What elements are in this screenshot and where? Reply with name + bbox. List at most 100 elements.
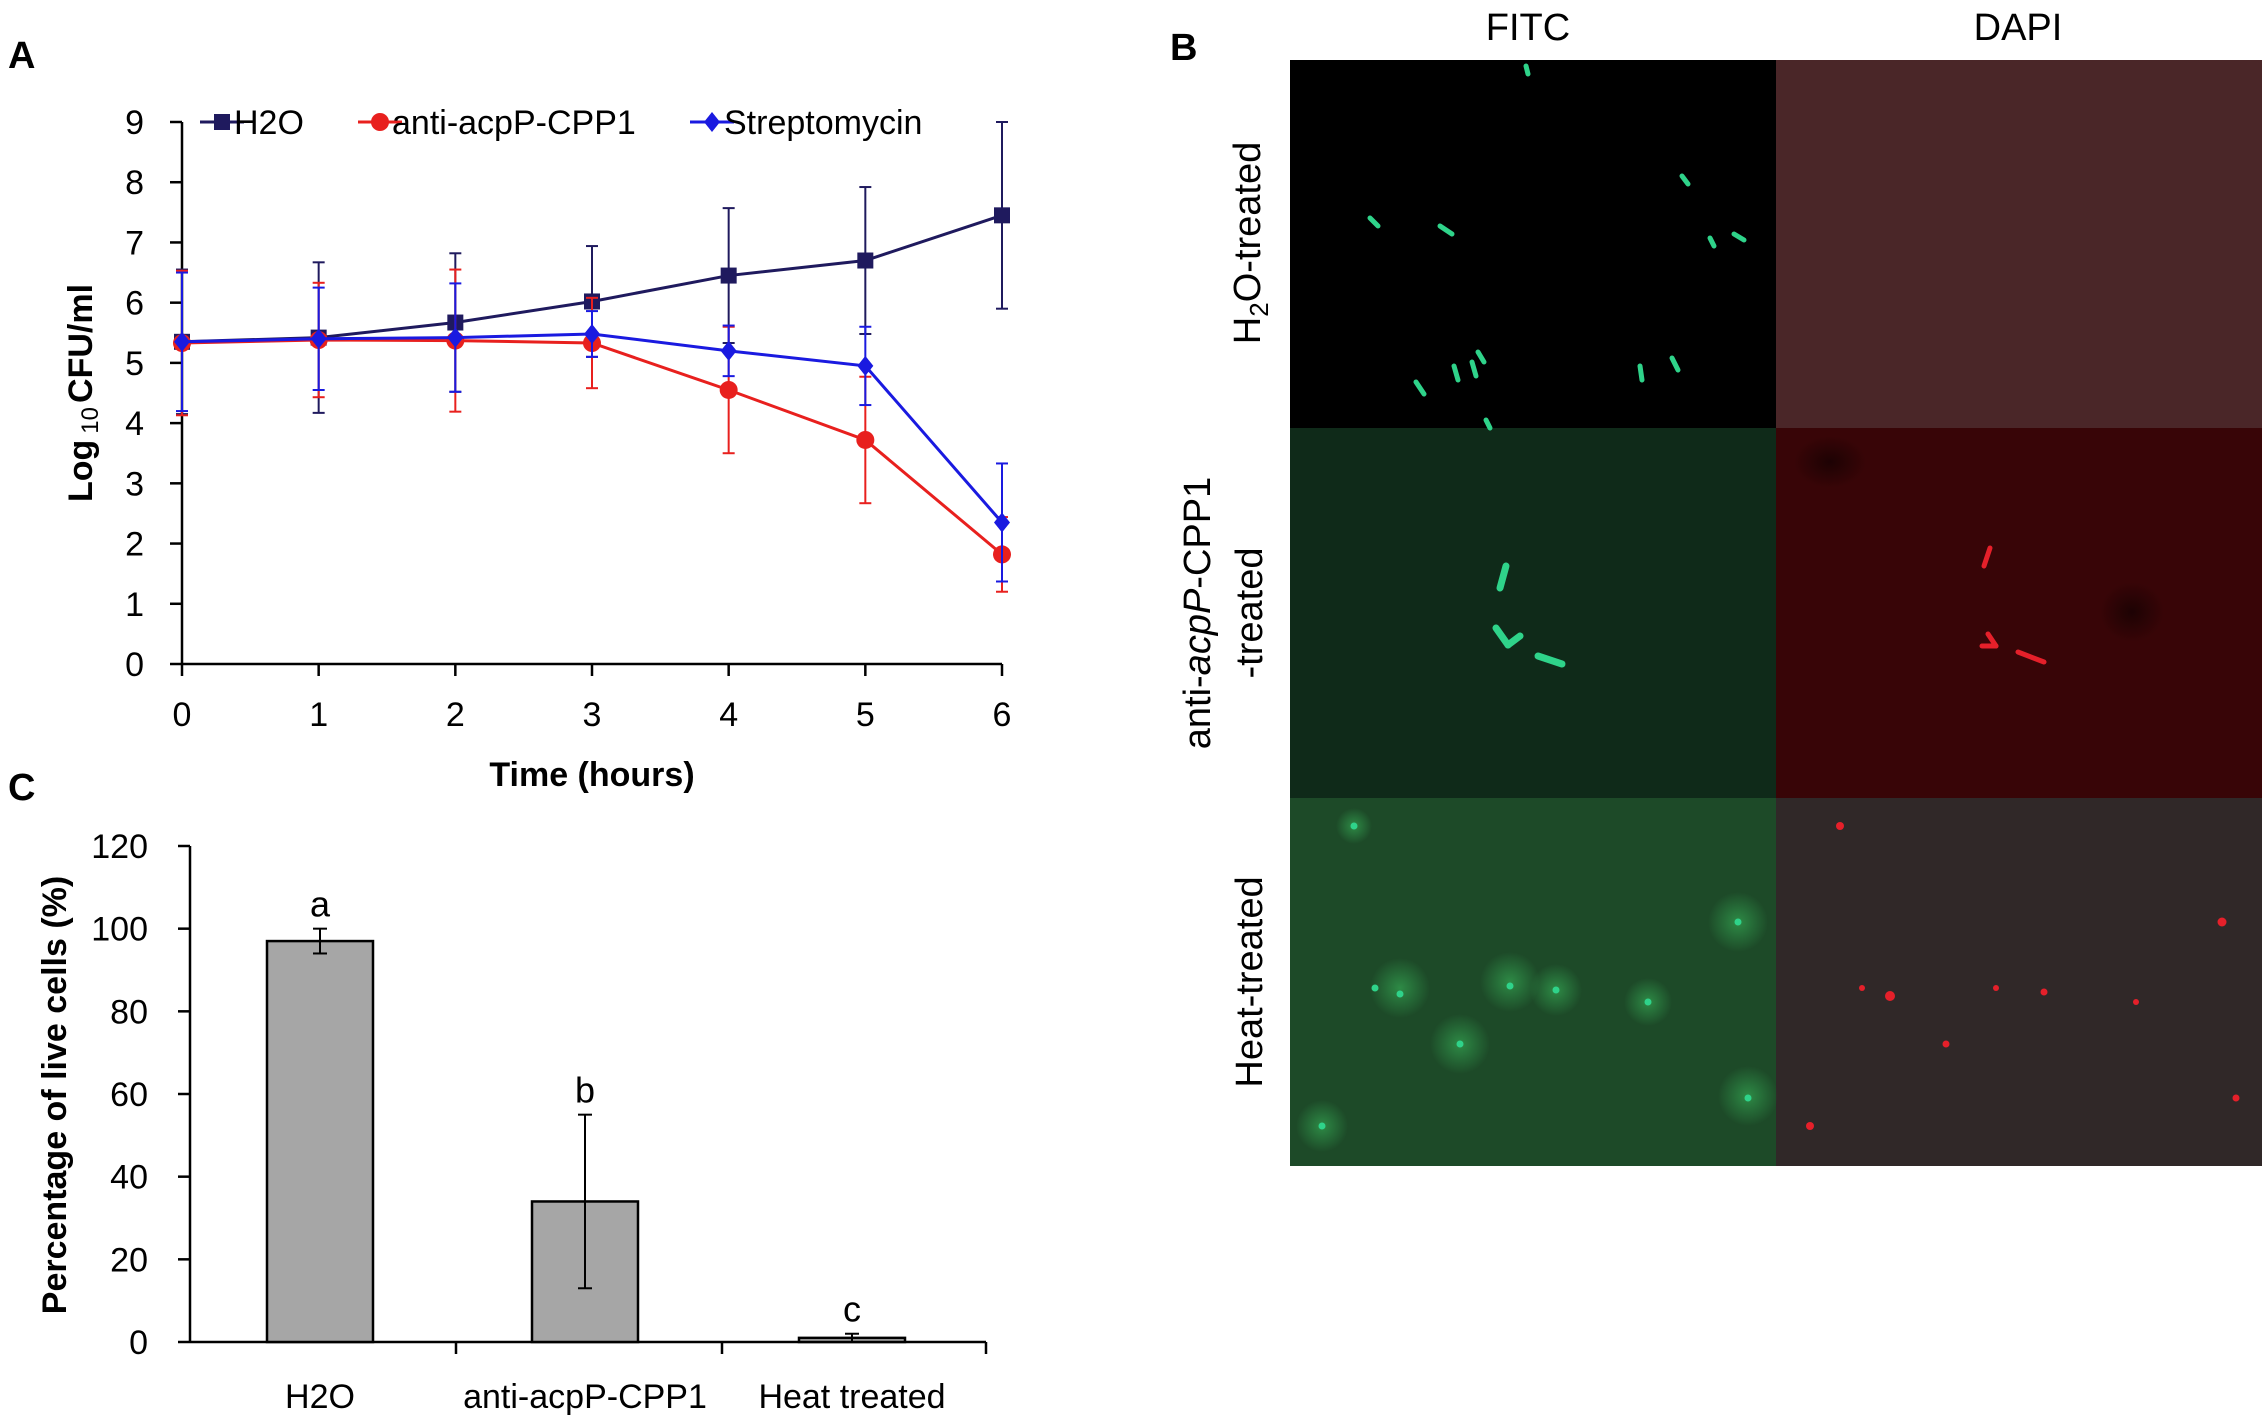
bar-y-tick-label: 0 (129, 1324, 148, 1362)
cell (1350, 822, 1358, 830)
row-label-water-subscript: 2 (1244, 302, 1274, 316)
row-label-acpp-line1: anti-acpP-CPP1 (1177, 477, 1219, 749)
y-tick-label: 8 (125, 164, 144, 202)
cell (1942, 1040, 1950, 1048)
row-label-acpp-pre: anti- (1177, 675, 1219, 749)
bar-y-tick-label: 20 (110, 1241, 148, 1279)
legend-entry-2: Streptomycin (690, 104, 922, 142)
cell (1506, 982, 1514, 990)
series-layer (173, 121, 1011, 593)
cells-dapi-heat (1806, 822, 2240, 1130)
data-point (857, 355, 874, 376)
legend-entry-0: H2O (200, 104, 304, 142)
line-chart: 0 1 2 3 4 5 6 7 8 9 0 1 2 3 4 5 6 H2O anti-acpP-CPP1 Stre… (62, 104, 1011, 794)
y-tick-label: 6 (125, 285, 144, 323)
legend-label: H2O (234, 104, 304, 142)
bar-group-2: c Heat treated (758, 1289, 945, 1416)
cell (1552, 986, 1560, 994)
bar-y-tick-label: 60 (110, 1076, 148, 1114)
micrograph-fitc-acpp (1290, 428, 1776, 798)
legend-entry-1: anti-acpP-CPP1 (358, 104, 636, 142)
x-tick-label: 6 (993, 696, 1012, 734)
cell (1744, 1094, 1752, 1102)
micrograph-dapi-acpp (1776, 428, 2262, 798)
category-label: anti-acpP-CPP1 (463, 1378, 707, 1416)
significance-letter: a (310, 884, 331, 925)
series-2 (174, 271, 1010, 583)
cell (1669, 355, 1681, 373)
significance-letter: c (843, 1289, 861, 1330)
cell (2217, 917, 2227, 927)
column-label-fitc: FITC (1486, 7, 1570, 49)
x-tick-label: 4 (719, 696, 738, 734)
bar (265, 939, 375, 1344)
cell (1504, 632, 1524, 649)
bar-y-tick-label: 100 (91, 911, 148, 949)
cell (1371, 984, 1379, 992)
cells-fitc-acpp (1492, 562, 1566, 668)
bar-y-axis-title: Percentage of live cells (%) (36, 876, 74, 1314)
data-point (994, 207, 1010, 224)
dark-artifact (2100, 582, 2164, 642)
halo (1480, 952, 1540, 1012)
y-tick-label: 5 (125, 345, 144, 383)
y-axis-title: Log 10 CFU/ml (62, 284, 104, 502)
cell (2133, 999, 2139, 1005)
cell (2232, 1094, 2240, 1102)
row-label-water: H2O-treated (1227, 142, 1274, 344)
y-tick-label: 4 (125, 405, 144, 443)
panel-letter-c: C (8, 767, 35, 809)
cell (1679, 173, 1691, 187)
cells-fitc-water (1367, 63, 1747, 431)
legend-marker (704, 112, 720, 132)
bar-y-tick-label: 40 (110, 1159, 148, 1197)
row-label-acpp-italic: acpP (1177, 588, 1219, 675)
cell (1523, 63, 1531, 77)
x-tick-label: 2 (446, 696, 465, 734)
data-point (447, 327, 464, 348)
cell (1456, 1040, 1464, 1048)
column-label-dapi: DAPI (1974, 7, 2063, 49)
legend-marker (371, 113, 389, 131)
cell (1475, 349, 1487, 365)
data-point (719, 380, 738, 399)
legend-label: Streptomycin (724, 104, 922, 142)
row-label-water-rest: O-treated (1227, 142, 1269, 303)
data-point (857, 252, 874, 269)
data-point (856, 430, 875, 449)
cell (1483, 417, 1493, 431)
row-label-heat: Heat-treated (1229, 876, 1271, 1087)
x-tick-label: 3 (583, 696, 602, 734)
legend-marker (214, 114, 230, 130)
data-point (584, 323, 600, 344)
x-ticks: 0 1 2 3 4 5 6 (173, 664, 1012, 734)
cell (1396, 990, 1404, 998)
row-label-water-main: H (1227, 317, 1269, 344)
cell (1734, 918, 1742, 926)
cell (1981, 545, 1993, 569)
data-point (174, 331, 190, 352)
cells-fitc-heat (1318, 822, 1752, 1130)
y-tick-label: 2 (125, 526, 144, 564)
bar-chart: 0 20 40 60 80 100 120 a H2O b anti-acpP-CPP1 c Heat… (36, 828, 988, 1416)
dark-artifact (1794, 436, 1866, 488)
x-axis-title: Time (hours) (489, 756, 694, 794)
data-point (720, 340, 737, 361)
cell (1318, 1122, 1326, 1130)
cell (1707, 235, 1717, 249)
x-tick-label: 5 (856, 696, 875, 734)
micrograph-panel: FITC DAPI H2O-treated anti-acpP-CPP1 -tr… (1177, 7, 2262, 1166)
cell (1534, 652, 1566, 668)
bar-y-ticks: 0 20 40 60 80 100 120 (91, 828, 190, 1362)
row-label-acpp-post: -CPP1 (1177, 477, 1219, 589)
bar-group-0: a H2O (265, 884, 375, 1416)
cell (1836, 822, 1844, 830)
bars-layer: a H2O b anti-acpP-CPP1 c Heat treated (265, 884, 988, 1416)
micrograph-dapi-heat (1776, 798, 2262, 1166)
bar-group-1: b anti-acpP-CPP1 (463, 1070, 707, 1416)
row-label-acpp-line2: -treated (1229, 548, 1271, 679)
x-tick-label: 1 (309, 696, 328, 734)
data-point (310, 328, 327, 349)
bar-y-tick-label: 120 (91, 828, 148, 866)
